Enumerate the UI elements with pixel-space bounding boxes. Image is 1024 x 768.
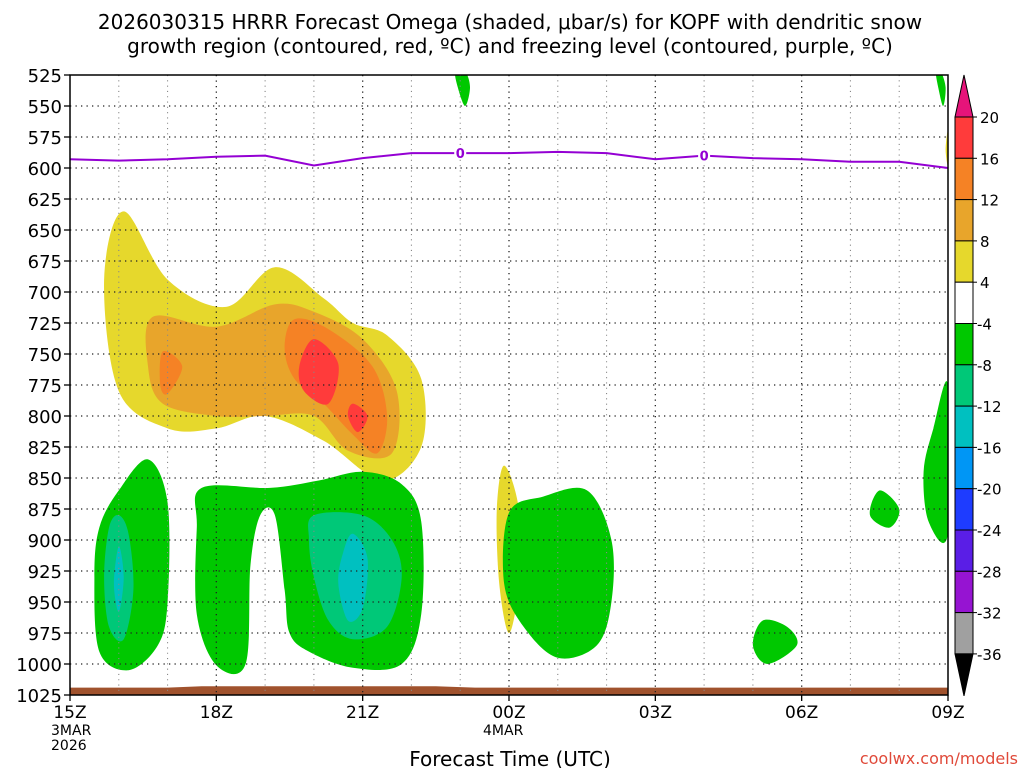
- y-tick-label-650: 650: [28, 221, 62, 242]
- x-tick-label-18Z: 18Z: [200, 703, 233, 723]
- colorbar-label-8: 8: [980, 233, 990, 251]
- y-tick-label-1000: 1000: [16, 655, 62, 676]
- y-tick-label-850: 850: [28, 469, 62, 490]
- omega-region-neg12-14: [338, 533, 368, 622]
- colorbar-swatch-7: [954, 405, 974, 448]
- colorbar-swatch-1: [954, 157, 974, 201]
- colorbar-label-neg8: -8: [977, 357, 992, 375]
- colorbar-label-neg28: -28: [977, 563, 1002, 581]
- colorbar-top-arrow: [954, 74, 974, 118]
- x-tick-label-09Z: 09Z: [931, 703, 964, 723]
- x-tick-sublabel: 4MAR: [483, 723, 524, 739]
- omega-region-neg4-8: [935, 75, 946, 106]
- y-tick-label-1025: 1025: [16, 686, 62, 707]
- colorbar-swatch-2: [954, 199, 974, 242]
- colorbar-label-neg32: -32: [977, 605, 1002, 623]
- omega-region-12-2: [159, 350, 183, 395]
- y-tick-label-625: 625: [28, 190, 62, 211]
- y-tick-label-825: 825: [28, 438, 62, 459]
- x-tick-label-03Z: 03Z: [639, 703, 672, 723]
- chart-gridlines: [70, 75, 948, 695]
- y-tick-label-900: 900: [28, 531, 62, 552]
- colorbar-label-12: 12: [980, 192, 999, 210]
- colorbar-label-neg24: -24: [977, 522, 1002, 540]
- y-tick-label-950: 950: [28, 593, 62, 614]
- freezing-level-label: 0: [456, 147, 465, 162]
- y-axis-pressure: 525 550 575 600 625 650 675 700 725 750 775 800 825 8…: [16, 66, 70, 707]
- colorbar-swatch-8: [954, 446, 974, 490]
- y-tick-label-875: 875: [28, 500, 62, 521]
- x-tick-label-21Z: 21Z: [346, 703, 379, 723]
- chart-title-line1: 2026030315 HRRR Forecast Omega (shaded, …: [98, 10, 922, 34]
- y-tick-label-600: 600: [28, 159, 62, 180]
- y-tick-label-975: 975: [28, 624, 62, 645]
- colorbar-bottom-arrow: [954, 653, 974, 697]
- omega-region-neg4-7: [455, 75, 470, 106]
- freezing-label-bg: [454, 145, 467, 160]
- freezing-level-line: [69, 150, 949, 169]
- freezing-level-label: 0: [700, 150, 709, 165]
- colorbar-swatch-10: [954, 529, 974, 572]
- omega-region-neg4-15: [502, 487, 614, 659]
- omega-shaded-regions: [94, 75, 948, 675]
- y-tick-label-525: 525: [28, 66, 62, 87]
- colorbar-swatch-12: [954, 612, 974, 655]
- x-tick-label-15Z: 15Z: [53, 703, 86, 723]
- colorbar-swatch-9: [954, 488, 974, 531]
- x-tick-sublabel: 3MAR: [51, 723, 92, 739]
- x-tick-label-00Z: 00Z: [492, 703, 525, 723]
- colorbar-swatch-0: [954, 116, 974, 159]
- y-tick-label-750: 750: [28, 345, 62, 366]
- colorbar-label-20: 20: [980, 109, 999, 127]
- colorbar-label-16: 16: [980, 150, 999, 168]
- colorbar-swatch-11: [954, 570, 974, 614]
- y-tick-label-550: 550: [28, 97, 62, 118]
- colorbar-swatch-6: [954, 364, 974, 407]
- omega-region-neg4-18: [923, 381, 948, 543]
- y-tick-label-925: 925: [28, 562, 62, 583]
- x-tick-sublabel: 2026: [51, 738, 87, 754]
- y-tick-label-775: 775: [28, 376, 62, 397]
- omega-region-neg4-16: [752, 619, 798, 664]
- y-tick-label-725: 725: [28, 314, 62, 335]
- omega-colorbar: 20 16 12 8 4 -4 -8 -12 -16 -20 -24 -28 -32 -36: [954, 74, 1002, 697]
- colorbar-swatch-4: [954, 281, 974, 325]
- freezing-label-bg: [698, 147, 711, 162]
- x-axis-label: Forecast Time (UTC): [409, 747, 611, 768]
- x-tick-label-06Z: 06Z: [785, 703, 818, 723]
- chart-title-line2: growth region (contoured, red, ºC) and f…: [127, 34, 893, 58]
- colorbar-label-neg16: -16: [977, 439, 1002, 457]
- colorbar-label-neg20: -20: [977, 481, 1002, 499]
- colorbar-label-neg36: -36: [977, 646, 1002, 664]
- ground-terrain: [70, 686, 948, 695]
- colorbar-swatch-5: [954, 323, 974, 366]
- omega-region-16-4: [298, 339, 339, 405]
- colorbar-label-4: 4: [980, 274, 990, 292]
- colorbar-swatch-3: [954, 240, 974, 283]
- colorbar-label-neg12: -12: [977, 398, 1002, 416]
- y-tick-label-800: 800: [28, 407, 62, 428]
- colorbar-label-neg4: -4: [977, 316, 992, 334]
- y-tick-label-700: 700: [28, 283, 62, 304]
- y-tick-label-675: 675: [28, 252, 62, 273]
- ground-fill: [70, 686, 948, 695]
- watermark-link[interactable]: coolwx.com/models: [860, 749, 1018, 768]
- y-tick-label-575: 575: [28, 128, 62, 149]
